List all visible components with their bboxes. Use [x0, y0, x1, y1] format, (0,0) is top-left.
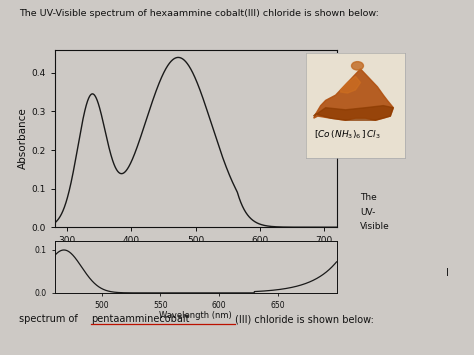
- Polygon shape: [340, 76, 360, 93]
- Text: $[Co\,(NH_3)_6\,]\,Cl_3$: $[Co\,(NH_3)_6\,]\,Cl_3$: [314, 129, 380, 141]
- Ellipse shape: [352, 62, 364, 70]
- Text: (III) chloride is shown below:: (III) chloride is shown below:: [235, 314, 374, 324]
- Text: The UV-Visible spectrum of hexaammine cobalt(III) chloride is shown below:: The UV-Visible spectrum of hexaammine co…: [19, 9, 379, 18]
- X-axis label: Wavelength (nm): Wavelength (nm): [159, 311, 232, 320]
- Text: UV-: UV-: [360, 208, 375, 217]
- Polygon shape: [314, 105, 393, 120]
- Polygon shape: [314, 69, 393, 120]
- Text: The: The: [360, 193, 377, 202]
- Text: spectrum of: spectrum of: [19, 314, 81, 324]
- Text: Visible: Visible: [360, 222, 390, 231]
- Text: I: I: [446, 268, 448, 278]
- X-axis label: Wavelength (nm): Wavelength (nm): [151, 248, 240, 258]
- Y-axis label: Absorbance: Absorbance: [18, 108, 28, 169]
- Text: pentaamminecobalt: pentaamminecobalt: [91, 314, 190, 324]
